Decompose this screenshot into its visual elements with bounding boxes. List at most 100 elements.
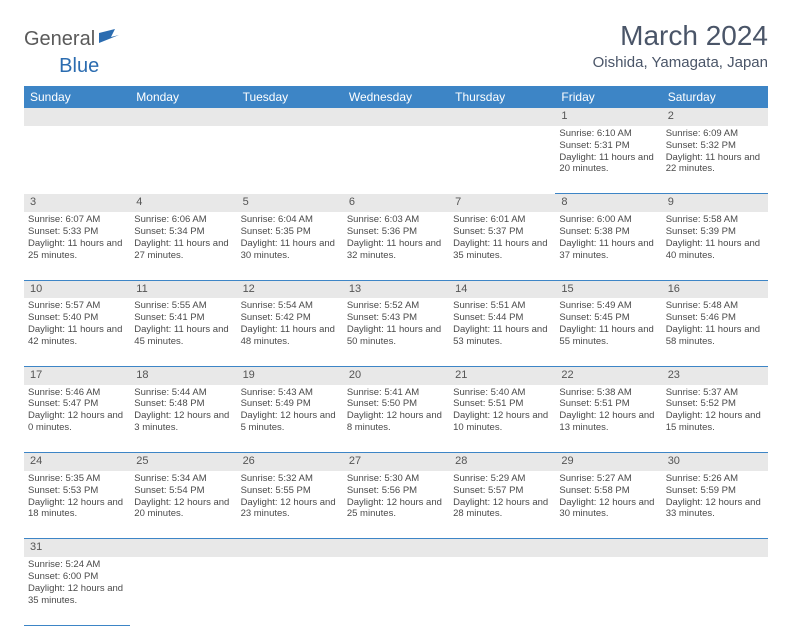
day-number-row: 31	[24, 539, 768, 557]
day-number-cell: 13	[343, 280, 449, 298]
day-detail-cell	[237, 557, 343, 625]
logo: General	[24, 20, 123, 51]
week-row: Sunrise: 5:24 AMSunset: 6:00 PMDaylight:…	[24, 557, 768, 625]
day-detail-cell: Sunrise: 6:01 AMSunset: 5:37 PMDaylight:…	[449, 212, 555, 280]
day-detail-cell	[130, 126, 236, 194]
calendar-body: 12Sunrise: 6:10 AMSunset: 5:31 PMDayligh…	[24, 108, 768, 625]
location: Oishida, Yamagata, Japan	[593, 54, 768, 71]
day-header: Sunday	[24, 86, 130, 108]
day-detail-cell: Sunrise: 5:40 AMSunset: 5:51 PMDaylight:…	[449, 385, 555, 453]
day-detail-cell	[130, 557, 236, 625]
day-number-cell: 23	[662, 366, 768, 384]
day-detail-cell: Sunrise: 6:10 AMSunset: 5:31 PMDaylight:…	[555, 126, 661, 194]
day-detail-cell: Sunrise: 5:35 AMSunset: 5:53 PMDaylight:…	[24, 471, 130, 539]
day-detail-cell: Sunrise: 5:48 AMSunset: 5:46 PMDaylight:…	[662, 298, 768, 366]
day-number-cell: 24	[24, 453, 130, 471]
day-number-cell	[237, 539, 343, 557]
calendar-table: SundayMondayTuesdayWednesdayThursdayFrid…	[24, 86, 768, 626]
day-number-cell: 5	[237, 194, 343, 212]
day-number-cell: 20	[343, 366, 449, 384]
day-number-cell: 16	[662, 280, 768, 298]
day-detail-cell	[449, 126, 555, 194]
day-detail-cell: Sunrise: 5:37 AMSunset: 5:52 PMDaylight:…	[662, 385, 768, 453]
day-number-cell: 21	[449, 366, 555, 384]
day-detail-cell: Sunrise: 5:49 AMSunset: 5:45 PMDaylight:…	[555, 298, 661, 366]
day-detail-cell	[343, 126, 449, 194]
day-number-cell	[130, 108, 236, 126]
day-detail-cell: Sunrise: 6:00 AMSunset: 5:38 PMDaylight:…	[555, 212, 661, 280]
day-number-cell: 31	[24, 539, 130, 557]
logo-flag-icon	[99, 29, 121, 50]
day-number-cell	[24, 108, 130, 126]
week-row: Sunrise: 5:57 AMSunset: 5:40 PMDaylight:…	[24, 298, 768, 366]
day-number-cell: 2	[662, 108, 768, 126]
day-header: Wednesday	[343, 86, 449, 108]
day-number-row: 24252627282930	[24, 453, 768, 471]
day-number-cell: 14	[449, 280, 555, 298]
day-detail-cell	[237, 126, 343, 194]
day-detail-cell: Sunrise: 5:27 AMSunset: 5:58 PMDaylight:…	[555, 471, 661, 539]
day-number-cell: 29	[555, 453, 661, 471]
day-detail-cell: Sunrise: 6:06 AMSunset: 5:34 PMDaylight:…	[130, 212, 236, 280]
day-number-cell: 15	[555, 280, 661, 298]
day-number-cell	[555, 539, 661, 557]
week-row: Sunrise: 6:07 AMSunset: 5:33 PMDaylight:…	[24, 212, 768, 280]
day-detail-cell	[662, 557, 768, 625]
day-number-cell: 4	[130, 194, 236, 212]
day-header: Thursday	[449, 86, 555, 108]
week-row: Sunrise: 6:10 AMSunset: 5:31 PMDaylight:…	[24, 126, 768, 194]
day-detail-cell: Sunrise: 5:32 AMSunset: 5:55 PMDaylight:…	[237, 471, 343, 539]
day-number-cell: 19	[237, 366, 343, 384]
day-detail-cell: Sunrise: 5:57 AMSunset: 5:40 PMDaylight:…	[24, 298, 130, 366]
day-number-cell: 11	[130, 280, 236, 298]
day-number-cell	[449, 539, 555, 557]
day-number-cell: 22	[555, 366, 661, 384]
day-number-row: 10111213141516	[24, 280, 768, 298]
day-detail-cell: Sunrise: 5:44 AMSunset: 5:48 PMDaylight:…	[130, 385, 236, 453]
day-number-cell	[343, 108, 449, 126]
day-detail-cell: Sunrise: 6:03 AMSunset: 5:36 PMDaylight:…	[343, 212, 449, 280]
day-detail-cell: Sunrise: 6:07 AMSunset: 5:33 PMDaylight:…	[24, 212, 130, 280]
day-detail-cell	[343, 557, 449, 625]
day-number-cell: 10	[24, 280, 130, 298]
day-number-cell: 8	[555, 194, 661, 212]
day-number-row: 12	[24, 108, 768, 126]
day-number-cell: 25	[130, 453, 236, 471]
day-detail-cell: Sunrise: 6:09 AMSunset: 5:32 PMDaylight:…	[662, 126, 768, 194]
day-detail-cell	[24, 126, 130, 194]
day-number-cell: 26	[237, 453, 343, 471]
day-number-cell: 12	[237, 280, 343, 298]
logo-text-blue: Blue	[59, 55, 99, 78]
day-number-cell: 18	[130, 366, 236, 384]
day-number-row: 17181920212223	[24, 366, 768, 384]
day-number-cell: 27	[343, 453, 449, 471]
title-block: March 2024 Oishida, Yamagata, Japan	[593, 20, 768, 71]
week-row: Sunrise: 5:46 AMSunset: 5:47 PMDaylight:…	[24, 385, 768, 453]
day-detail-cell: Sunrise: 6:04 AMSunset: 5:35 PMDaylight:…	[237, 212, 343, 280]
day-detail-cell: Sunrise: 5:30 AMSunset: 5:56 PMDaylight:…	[343, 471, 449, 539]
day-detail-cell	[449, 557, 555, 625]
day-number-cell	[343, 539, 449, 557]
day-number-cell: 6	[343, 194, 449, 212]
day-detail-cell: Sunrise: 5:46 AMSunset: 5:47 PMDaylight:…	[24, 385, 130, 453]
day-header: Monday	[130, 86, 236, 108]
day-detail-cell: Sunrise: 5:52 AMSunset: 5:43 PMDaylight:…	[343, 298, 449, 366]
day-detail-cell: Sunrise: 5:38 AMSunset: 5:51 PMDaylight:…	[555, 385, 661, 453]
day-number-cell: 9	[662, 194, 768, 212]
day-number-cell	[130, 539, 236, 557]
logo-text-general: General	[24, 28, 95, 51]
day-number-cell: 28	[449, 453, 555, 471]
day-detail-cell: Sunrise: 5:41 AMSunset: 5:50 PMDaylight:…	[343, 385, 449, 453]
day-number-cell: 7	[449, 194, 555, 212]
day-header: Friday	[555, 86, 661, 108]
day-number-cell: 17	[24, 366, 130, 384]
day-detail-cell	[555, 557, 661, 625]
day-number-cell	[237, 108, 343, 126]
day-detail-cell: Sunrise: 5:26 AMSunset: 5:59 PMDaylight:…	[662, 471, 768, 539]
day-header: Saturday	[662, 86, 768, 108]
day-detail-cell: Sunrise: 5:51 AMSunset: 5:44 PMDaylight:…	[449, 298, 555, 366]
day-detail-cell: Sunrise: 5:54 AMSunset: 5:42 PMDaylight:…	[237, 298, 343, 366]
day-header-row: SundayMondayTuesdayWednesdayThursdayFrid…	[24, 86, 768, 108]
day-number-cell	[662, 539, 768, 557]
week-row: Sunrise: 5:35 AMSunset: 5:53 PMDaylight:…	[24, 471, 768, 539]
